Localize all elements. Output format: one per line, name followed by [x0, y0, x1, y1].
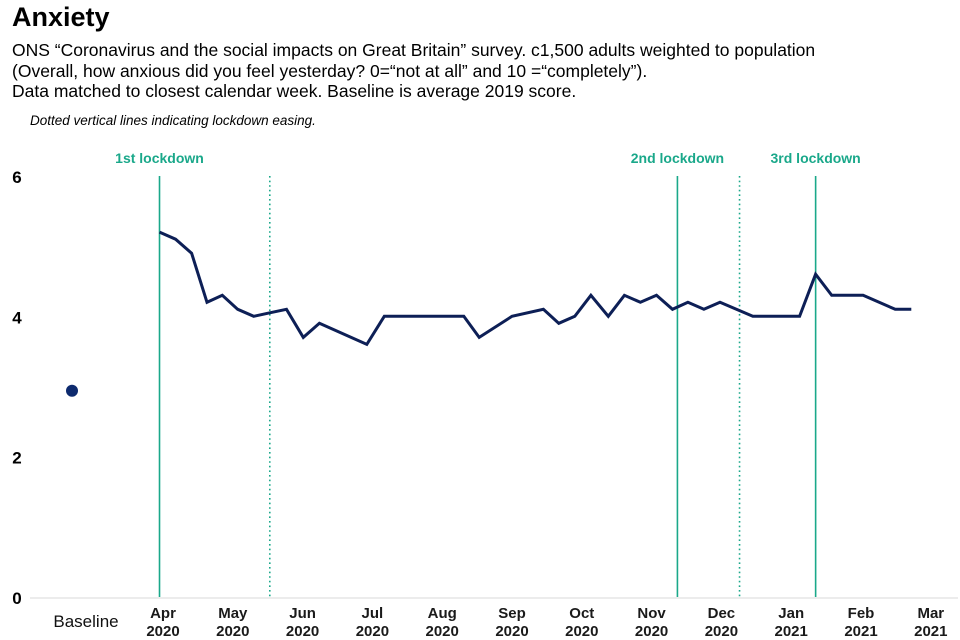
x-tick-label-month: Oct: [569, 605, 594, 622]
x-tick-label-month: Jun: [289, 605, 316, 622]
lockdown-label: 2nd lockdown: [631, 150, 724, 166]
lockdown-label: 1st lockdown: [115, 150, 204, 166]
x-tick-label-month: Feb: [848, 605, 875, 622]
x-tick-label-year: 2020: [286, 623, 319, 640]
x-tick-label-year: 2021: [775, 623, 808, 640]
x-tick-label-year: 2021: [844, 623, 877, 640]
x-tick-label-month: Jul: [362, 605, 384, 622]
x-tick-label-month: Mar: [917, 605, 944, 622]
subtitle-line: Data matched to closest calendar week. B…: [12, 81, 577, 101]
y-tick-label: 2: [12, 449, 21, 468]
x-tick-label-year: 2020: [426, 623, 459, 640]
series-layer: [66, 230, 912, 397]
x-tick-label-month: Sep: [498, 605, 526, 622]
chart-note: Dotted vertical lines indicating lockdow…: [30, 113, 316, 128]
x-tick-label-month: Apr: [150, 605, 176, 622]
x-tick-label-month: Dec: [708, 605, 736, 622]
x-tick-label-month: Nov: [637, 605, 666, 622]
lockdown-label: 3rd lockdown: [771, 150, 861, 166]
x-tick-label-year: 2020: [635, 623, 668, 640]
baseline-point: [66, 384, 78, 397]
x-tick-label-month: Jan: [778, 605, 804, 622]
y-tick-label: 4: [12, 308, 22, 327]
chart-subtitle: ONS “Coronavirus and the social impacts …: [12, 40, 815, 102]
x-tick-label-year: 2020: [705, 623, 738, 640]
labels-layer: 1st lockdown 2nd lockdown 3rd lockdown: [115, 150, 861, 166]
x-tick-label-year: 2021: [914, 623, 947, 640]
x-tick-label-month: May: [218, 605, 248, 622]
x-tick-label-year: 2020: [216, 623, 249, 640]
x-tick-label-year: 2020: [565, 623, 598, 640]
chart-title: Anxiety: [12, 2, 110, 32]
x-tick-label-month: Aug: [428, 605, 457, 622]
y-tick-label: 0: [12, 589, 21, 608]
series-line-anxiety: [158, 230, 912, 347]
x-tick-label-baseline: Baseline: [53, 612, 118, 631]
x-tick-label-year: 2020: [146, 623, 179, 640]
x-tick-label-year: 2020: [356, 623, 389, 640]
subtitle-line: ONS “Coronavirus and the social impacts …: [12, 40, 816, 60]
y-tick-label: 6: [12, 168, 21, 187]
lockdown-lines: [158, 176, 817, 597]
x-tick-label-year: 2020: [495, 623, 528, 640]
subtitle-line: (Overall, how anxious did you feel yeste…: [12, 60, 648, 81]
